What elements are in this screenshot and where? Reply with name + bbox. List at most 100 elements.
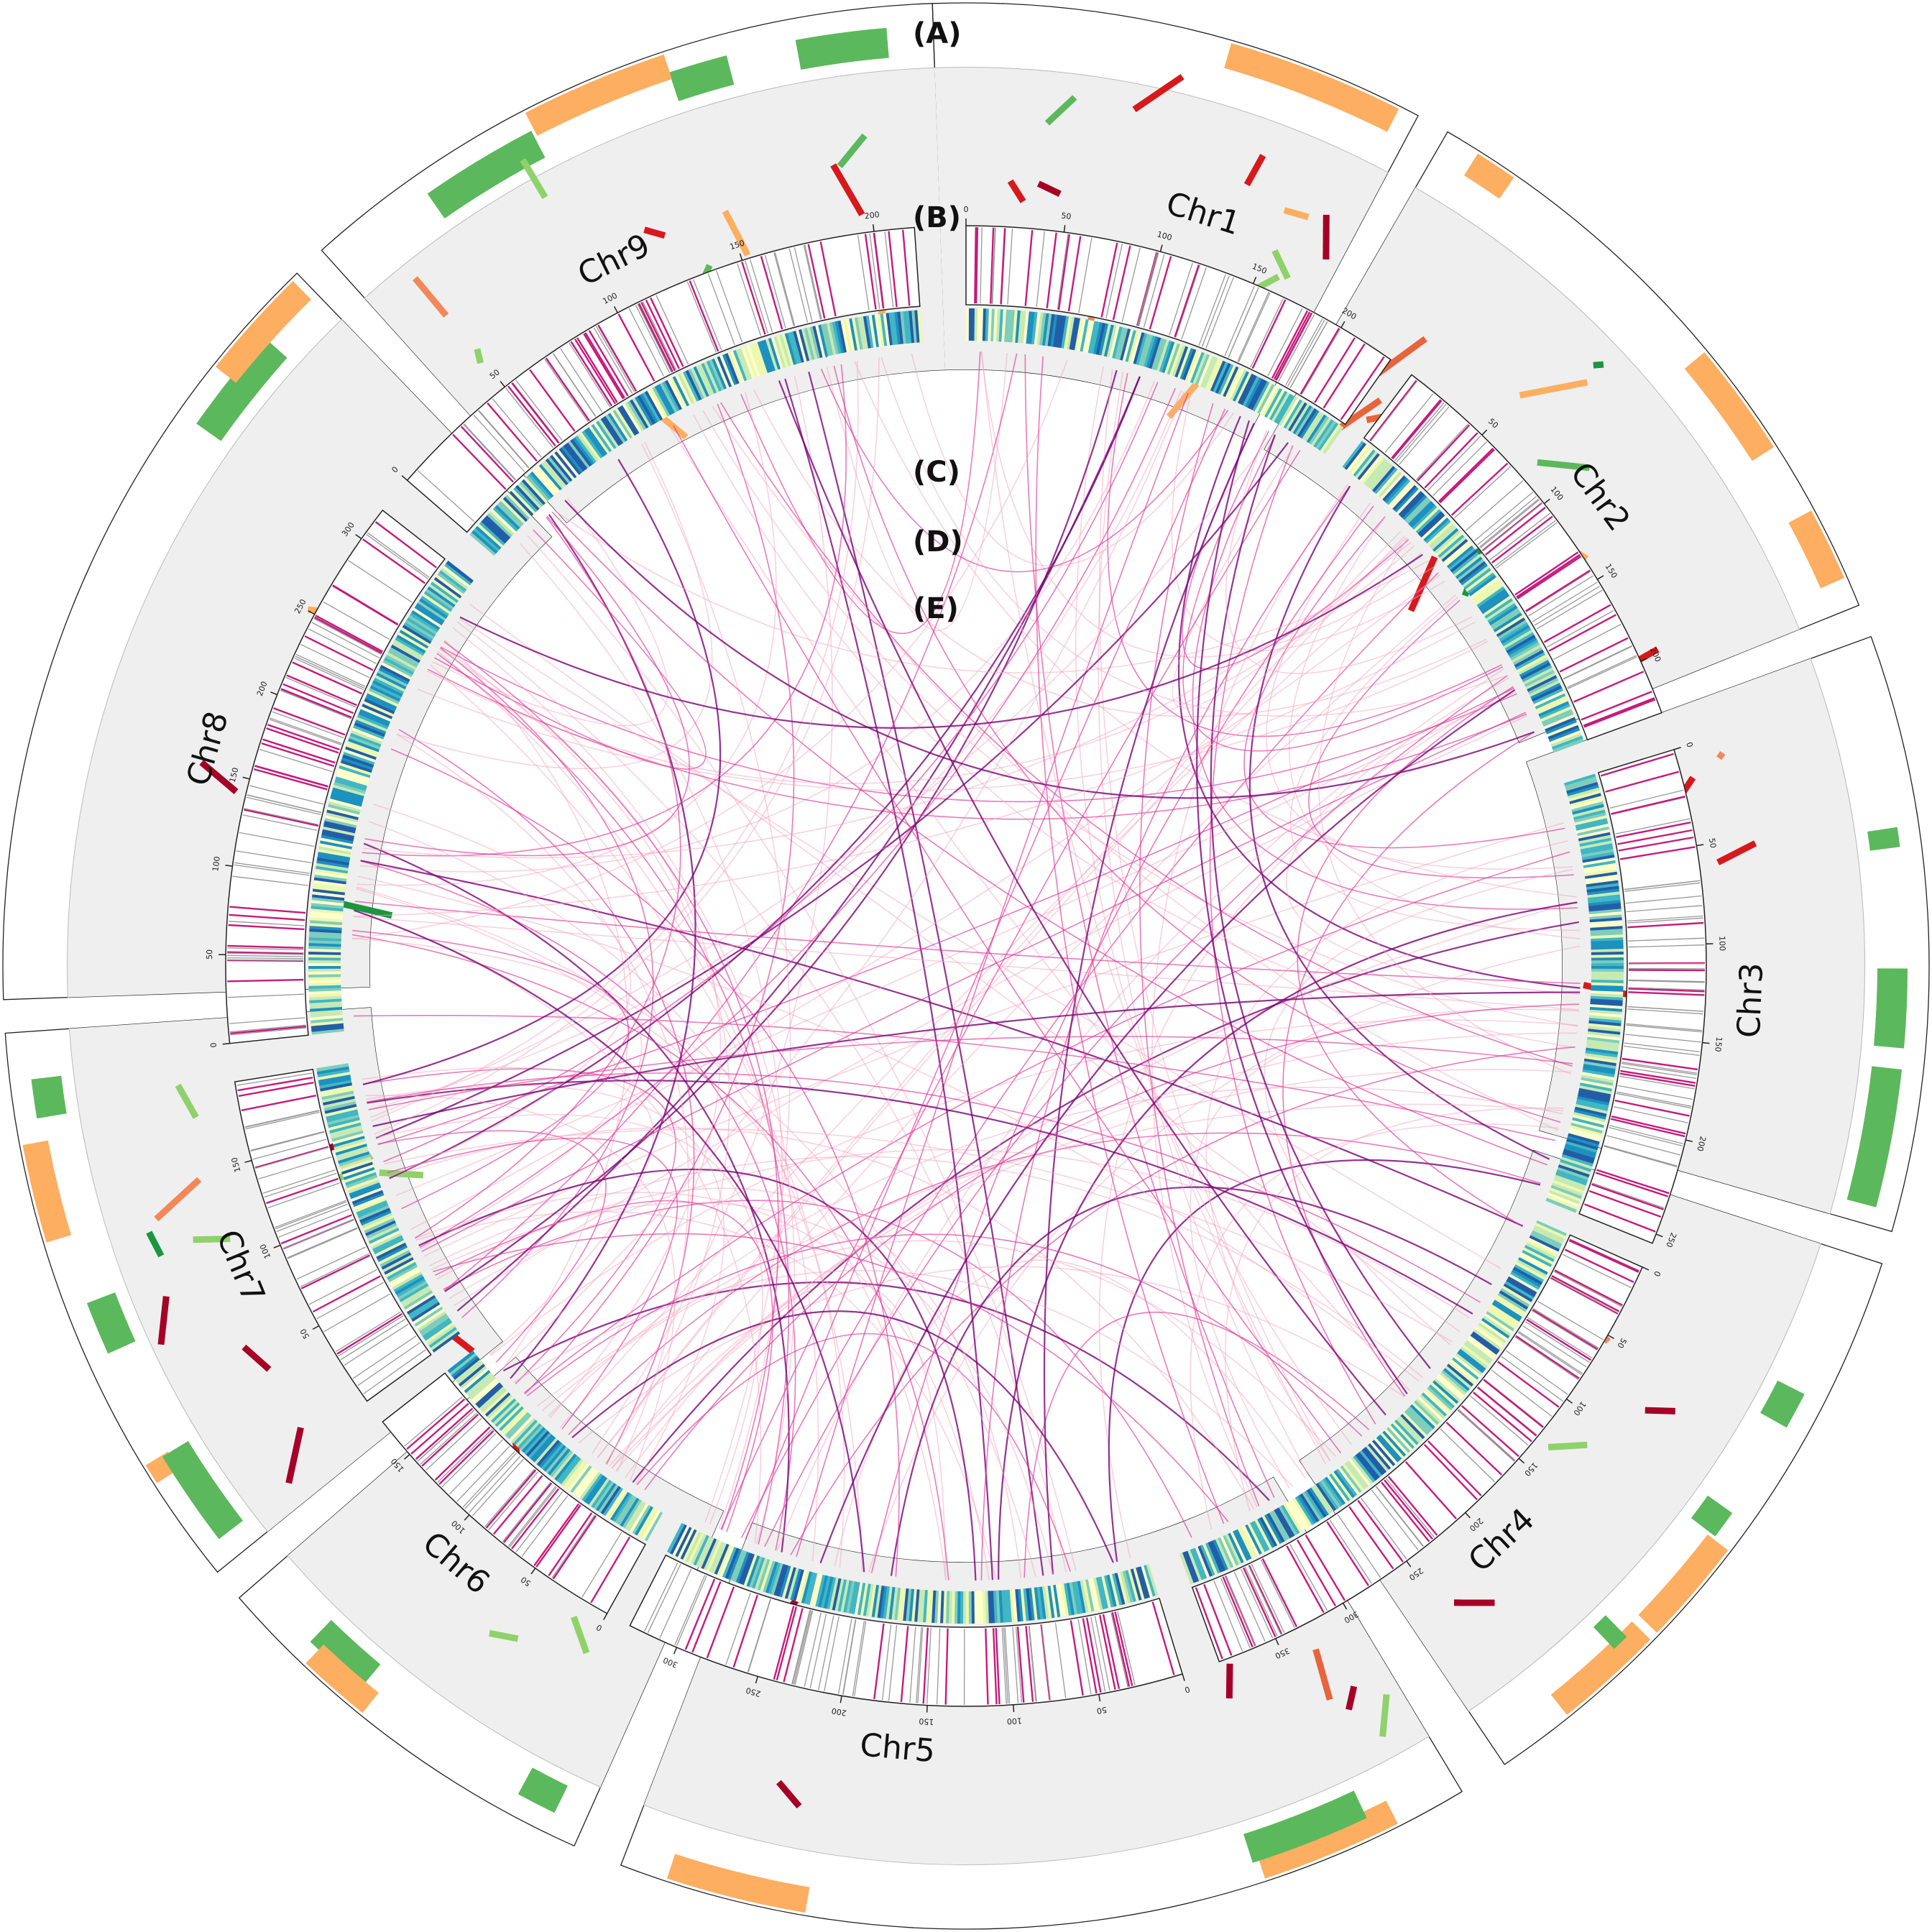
- tick-label: 50: [1061, 211, 1072, 221]
- gene-mark-highlight: [485, 1469, 537, 1529]
- heatmap-bin: [919, 1589, 926, 1622]
- gene-mark: [229, 1017, 305, 1024]
- gene-mark-highlight: [227, 951, 304, 954]
- heatmap-bin: [328, 804, 360, 815]
- gene-mark: [352, 1335, 417, 1379]
- heatmap-bin: [792, 1569, 804, 1601]
- heatmap-bin: [1012, 310, 1018, 343]
- heatmap-bin: [1463, 1342, 1491, 1365]
- gene-mark: [1371, 1489, 1419, 1551]
- heatmap-bin: [759, 1560, 773, 1592]
- heatmap-bin: [1555, 1172, 1587, 1187]
- heatmap-bin: [1304, 413, 1325, 442]
- heatmap-bin: [1451, 1357, 1479, 1381]
- synteny-link: [437, 650, 819, 1561]
- gene-mark: [267, 1182, 341, 1209]
- heatmap-bin: [408, 615, 438, 635]
- gene-mark-highlight: [253, 768, 328, 791]
- gene-mark: [1470, 1395, 1529, 1446]
- heatmap-bin: [857, 316, 866, 349]
- synteny-link: [778, 380, 1386, 1416]
- heatmap-bin: [711, 1542, 727, 1574]
- gene-mark-highlight: [1517, 556, 1582, 599]
- tick-label: 0: [964, 205, 969, 214]
- heatmap-bin: [617, 406, 638, 436]
- heatmap-bin: [438, 569, 467, 592]
- heatmap-bin: [381, 1251, 412, 1270]
- gene-mark: [245, 1111, 320, 1130]
- heatmap-bin: [1470, 1333, 1499, 1356]
- heatmap-bin: [1573, 806, 1605, 818]
- heatmap-bin: [862, 1583, 871, 1616]
- heatmap-bin: [719, 354, 735, 387]
- heatmap-bin: [1588, 1029, 1621, 1036]
- heatmap-bin: [417, 1310, 446, 1332]
- gene-mark-highlight: [888, 231, 898, 308]
- heatmap-bin: [1370, 464, 1394, 491]
- heatmap-bin: [1396, 1417, 1421, 1444]
- heatmap-bin: [1526, 1240, 1558, 1258]
- track-b-segment: [1716, 750, 1726, 760]
- gene-mark-highlight: [1583, 699, 1656, 728]
- heatmap-bin: [408, 1297, 438, 1317]
- heatmap-bin: [922, 1590, 928, 1623]
- heatmap-bin: [432, 579, 461, 601]
- heatmap-bin: [310, 1020, 344, 1026]
- heatmap-bin: [406, 1294, 436, 1315]
- track-b-segment: [451, 1333, 475, 1354]
- heatmap-bin: [860, 316, 869, 349]
- heatmap-bin: [368, 1227, 400, 1244]
- heatmap-bin: [1374, 467, 1398, 494]
- heatmap-bin: [339, 765, 371, 778]
- heatmap-bin: [957, 1591, 961, 1624]
- heatmap-bin: [1553, 1177, 1586, 1192]
- tick-mark: [1597, 575, 1604, 580]
- gene-mark-highlight: [312, 1275, 381, 1313]
- heatmap-bin: [515, 484, 540, 511]
- heatmap-bin: [690, 367, 707, 398]
- heatmap-bin: [809, 1573, 820, 1606]
- heatmap-bin: [798, 1570, 810, 1603]
- heatmap-bin: [338, 768, 370, 781]
- gene-mark-highlight: [1387, 1476, 1438, 1536]
- heatmap-bin: [604, 1489, 626, 1518]
- heatmap-bin: [600, 417, 622, 446]
- heatmap-bin: [630, 399, 650, 429]
- heatmap-bin: [1514, 649, 1545, 668]
- gene-mark: [707, 273, 735, 346]
- heatmap-bin: [1238, 373, 1255, 405]
- heatmap-bin: [617, 1496, 638, 1526]
- heatmap-bin: [1509, 1274, 1539, 1293]
- heatmap-bin: [1140, 1565, 1153, 1598]
- heatmap-bin: [1271, 392, 1291, 423]
- gene-mark-highlight: [1423, 1443, 1478, 1501]
- heatmap-bin: [528, 473, 553, 500]
- gene-mark-highlight: [819, 241, 837, 317]
- heatmap-bin: [402, 1287, 432, 1307]
- heatmap-bin: [732, 1550, 748, 1583]
- gene-mark: [1627, 1006, 1704, 1012]
- gene-mark: [1532, 581, 1598, 622]
- heatmap-bin: [1179, 1552, 1194, 1585]
- heatmap-bin: [552, 452, 575, 480]
- gene-mark: [1329, 1519, 1372, 1584]
- track-b-segment: [1547, 1441, 1588, 1450]
- heatmap-bin: [1547, 724, 1580, 740]
- heatmap-bin: [1151, 338, 1164, 370]
- heatmap-bin: [376, 1242, 407, 1260]
- sector-chr2-gray: [1264, 188, 1799, 743]
- synteny-link: [368, 821, 845, 1568]
- heatmap-bin: [1337, 1467, 1360, 1495]
- track-a-block: [668, 55, 735, 101]
- gene-mark: [488, 1471, 538, 1531]
- heatmap-bin: [877, 313, 886, 346]
- heatmap-bin: [1220, 1536, 1236, 1568]
- gene-mark-highlight: [1046, 232, 1057, 309]
- heatmap-bin: [829, 322, 840, 354]
- heatmap-bin: [712, 358, 727, 390]
- gene-mark: [1477, 496, 1537, 546]
- heatmap-bin: [615, 1494, 635, 1524]
- gene-mark: [1494, 520, 1556, 567]
- heatmap-bin: [1257, 384, 1276, 415]
- heatmap-bin: [1205, 358, 1221, 390]
